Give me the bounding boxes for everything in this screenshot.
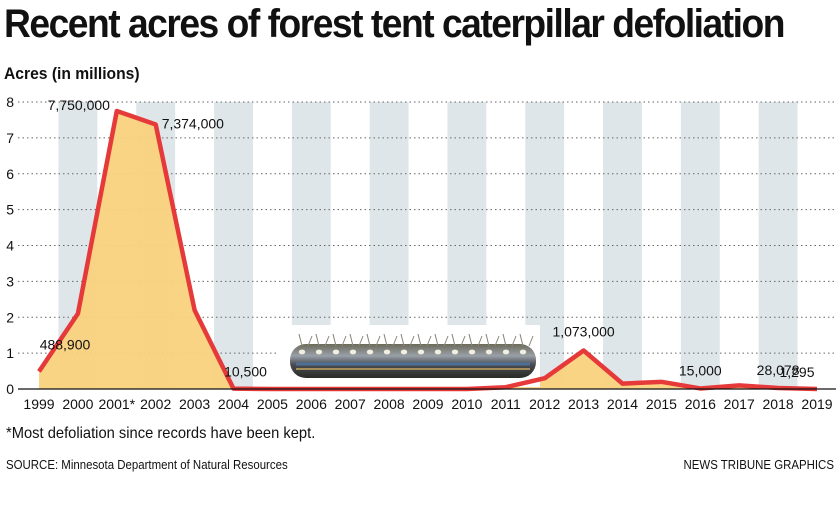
x-tick-label: 1999	[23, 396, 54, 412]
caterpillar-spot	[400, 349, 408, 355]
caterpillar-spot	[451, 349, 459, 355]
caterpillar-hair	[332, 333, 337, 347]
footnote: *Most defoliation since records have bee…	[6, 425, 316, 442]
y-axis-label: Acres (in millions)	[4, 64, 140, 83]
x-tick-label: 2018	[763, 396, 794, 412]
chart-area: 0 1 2 3 4 5 6 7 8 1999 2000 2001* 2002 2003 2004 2005 2…	[6, 94, 836, 412]
chart-title: Recent acres of forest tent caterpillar …	[4, 2, 785, 46]
caterpillar-body	[290, 344, 536, 378]
caterpillar-hair	[528, 335, 534, 347]
caterpillar-hair	[383, 333, 388, 347]
x-axis-ticks: 1999 2000 2001* 2002 2003 2004 2005 2006 2007 200…	[23, 396, 832, 412]
x-tick-label: 2011	[491, 396, 521, 412]
x-tick-label: 2008	[374, 396, 405, 412]
column-stripe	[758, 102, 798, 389]
y-tick-label: 7	[6, 130, 14, 146]
data-label: 1,295	[779, 364, 814, 380]
x-tick-label: 2004	[218, 396, 249, 412]
y-axis-ticks: 0 1 2 3 4 5 6 7 8	[6, 94, 14, 397]
x-tick-label: 2007	[335, 396, 366, 412]
caterpillar-hair	[494, 335, 500, 347]
caterpillar-hair	[511, 335, 517, 347]
x-tick-label: 2001*	[99, 396, 136, 412]
caterpillar-hair	[460, 335, 466, 347]
column-stripe	[214, 102, 253, 389]
x-tick-label: 2013	[568, 396, 599, 412]
x-tick-label: 2006	[296, 396, 327, 412]
data-label: 15,000	[679, 362, 722, 378]
graphics-credit: NEWS TRIBUNE GRAPHICS	[683, 457, 834, 472]
y-tick-label: 0	[6, 381, 14, 397]
area-fill	[39, 110, 817, 389]
caterpillar-hair	[409, 335, 415, 347]
data-label: 7,750,000	[48, 97, 110, 113]
caterpillar-hair	[502, 333, 507, 347]
caterpillar-hair	[375, 335, 381, 347]
caterpillar-hair	[426, 335, 432, 347]
caterpillar-hair	[451, 333, 456, 347]
x-tick-label: 2000	[62, 396, 93, 412]
y-tick-label: 2	[6, 309, 14, 325]
y-tick-label: 6	[6, 166, 14, 182]
caterpillar-hair	[434, 333, 439, 347]
caterpillar-hair	[400, 333, 405, 347]
caterpillar-spot	[468, 349, 476, 355]
caterpillar-spot	[383, 349, 391, 355]
caterpillar-hair	[349, 333, 354, 347]
caterpillar-spot	[434, 349, 442, 355]
caterpillar-hair	[417, 333, 422, 347]
data-label: 28,078	[757, 362, 800, 378]
caterpillar-hair	[358, 335, 364, 347]
column-stripe	[680, 102, 720, 389]
caterpillar-hair	[307, 335, 313, 347]
caterpillar-hair	[443, 335, 449, 347]
caterpillar-hair	[366, 333, 371, 347]
caterpillar-spot	[349, 349, 357, 355]
caterpillar-hair	[315, 333, 320, 347]
caterpillar-spot	[502, 349, 510, 355]
data-labels: 488,900 7,750,000 7,374,000 10,500 1,073,000…	[40, 97, 815, 380]
caterpillar-hair	[477, 335, 483, 347]
caterpillar-spot	[417, 349, 425, 355]
y-tick-label: 1	[6, 345, 14, 361]
caterpillar-spot	[519, 349, 527, 355]
x-tick-label: 2005	[257, 396, 288, 412]
caterpillar-hair	[519, 333, 524, 347]
data-label: 488,900	[40, 336, 91, 352]
caterpillar-hair	[392, 335, 398, 347]
source-credit: SOURCE: Minnesota Department of Natural …	[6, 457, 288, 472]
y-tick-label: 8	[6, 94, 14, 110]
data-label: 7,374,000	[162, 115, 224, 131]
caterpillar-hair	[324, 335, 330, 347]
caterpillar-hair	[468, 333, 473, 347]
caterpillar-spot	[366, 349, 374, 355]
data-label: 1,073,000	[552, 324, 614, 340]
x-tick-label: 2002	[140, 396, 171, 412]
x-tick-label: 2010	[451, 396, 482, 412]
caterpillar-spot	[332, 349, 340, 355]
y-tick-label: 3	[6, 273, 14, 289]
x-tick-label: 2003	[179, 396, 210, 412]
x-tick-label: 2015	[646, 396, 677, 412]
caterpillar-photo	[278, 325, 540, 387]
caterpillar-spot	[485, 349, 493, 355]
y-tick-label: 5	[6, 202, 14, 218]
caterpillar-spot	[298, 349, 306, 355]
caterpillar-hair	[485, 333, 490, 347]
data-label: 10,500	[224, 364, 267, 380]
x-tick-label: 2014	[607, 396, 638, 412]
x-tick-label: 2019	[801, 396, 832, 412]
x-tick-label: 2012	[529, 396, 560, 412]
x-tick-label: 2017	[724, 396, 755, 412]
x-tick-label: 2016	[685, 396, 716, 412]
caterpillar-hair	[341, 335, 347, 347]
caterpillar-hair	[298, 333, 303, 347]
caterpillar-spot	[315, 349, 323, 355]
y-tick-label: 4	[6, 238, 14, 254]
x-tick-label: 2009	[412, 396, 443, 412]
